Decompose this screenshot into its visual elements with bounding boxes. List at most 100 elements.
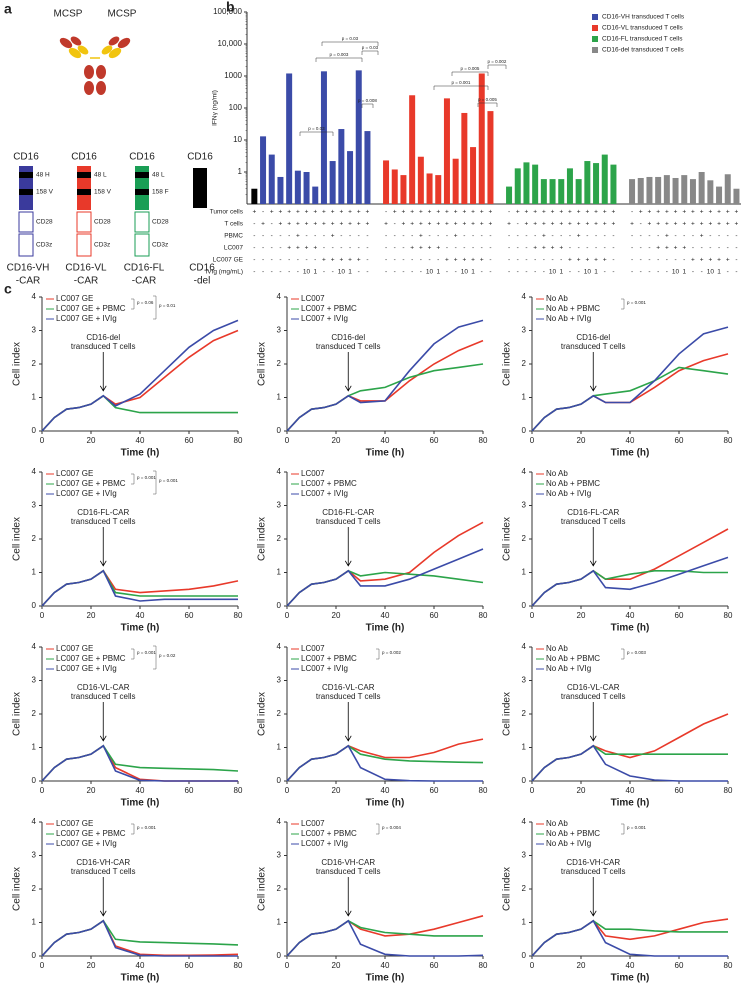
x-tick-label: 60 [675, 611, 684, 620]
y-axis-title: Cell index [12, 692, 23, 736]
y-tick-label: 4 [32, 817, 37, 826]
x-tick-label: 80 [234, 611, 243, 620]
x-tick-label: 80 [724, 611, 733, 620]
table-cell: + [480, 209, 484, 216]
bar [698, 172, 705, 204]
table-cell: - [648, 269, 650, 276]
table-cell: + [559, 209, 563, 216]
line [286, 569, 484, 607]
table-cell: - [297, 269, 299, 276]
table-cell: - [262, 269, 264, 276]
y-tick-label: 0 [522, 426, 527, 435]
legend-label: No Ab + PBMC [546, 654, 600, 663]
p-value: p = 0.001 [137, 475, 156, 480]
p-value: p = 0.001 [627, 825, 646, 830]
legend-label: LC007 + PBMC [301, 479, 357, 488]
x-tick-label: 60 [430, 611, 439, 620]
table-cell: + [339, 257, 343, 264]
table-cell: + [735, 221, 739, 228]
y-tick-label: 2 [522, 359, 527, 368]
x-axis-title: Time (h) [366, 973, 405, 984]
line [531, 569, 728, 607]
legend-label: LC007 + IVIg [301, 314, 348, 323]
line [41, 919, 239, 957]
bar [637, 177, 644, 204]
table-cell: - [481, 233, 483, 240]
bar [681, 175, 688, 204]
line [286, 363, 484, 432]
bar [355, 70, 362, 204]
line [531, 918, 729, 957]
p-value: p = 0.003 [627, 650, 646, 655]
legend-swatch [592, 14, 598, 20]
p-value: p = 0.008 [358, 98, 377, 103]
y-tick-label: 3 [522, 326, 527, 335]
table-cell: - [271, 269, 273, 276]
antibody-icon [59, 36, 131, 95]
table-cell: - [718, 245, 720, 252]
table-cell: - [543, 269, 545, 276]
table-cell: - [517, 269, 519, 276]
y-tick-label: 0 [32, 951, 37, 960]
table-cell: - [595, 233, 597, 240]
table-cell: + [577, 209, 581, 216]
annotation-label: transduced T cells [561, 342, 626, 351]
table-cell: - [323, 269, 325, 276]
y-tick-label: 2 [277, 884, 282, 893]
y-tick-label: 3 [522, 676, 527, 685]
x-axis-title: Time (h) [611, 973, 650, 984]
table-cell: + [665, 245, 669, 252]
x-tick-label: 40 [136, 611, 145, 620]
table-cell: - [385, 209, 387, 216]
significance-bracket [361, 103, 374, 108]
legend-label: LC007 GE [56, 294, 93, 303]
table-cell: 10 [426, 269, 434, 276]
line [531, 366, 729, 432]
y-tick-label: 1 [277, 918, 282, 927]
domain-label: CD3z [94, 242, 110, 249]
y-axis-title: Cell index [12, 342, 23, 386]
arrow [589, 702, 597, 742]
legend-label: No Ab + IVIg [546, 664, 591, 673]
x-tick-label: 0 [285, 611, 290, 620]
table-cell: - [253, 269, 255, 276]
table-cell: - [411, 269, 413, 276]
table-cell: + [348, 209, 352, 216]
line [41, 919, 238, 957]
table-cell: - [508, 245, 510, 252]
annotation-label: CD16-VL-CAR [322, 683, 375, 692]
x-tick-label: 0 [530, 436, 535, 445]
table-cell: - [262, 233, 264, 240]
table-cell: + [708, 209, 712, 216]
x-tick-label: 60 [185, 611, 194, 620]
table-cell: - [674, 233, 676, 240]
y-tick-label: 3 [277, 326, 282, 335]
x-tick-label: 20 [87, 436, 96, 445]
bar [461, 112, 468, 204]
line [531, 919, 728, 957]
domain-stripe [135, 189, 149, 195]
table-cell: - [305, 257, 307, 264]
line [286, 319, 484, 432]
table-cell: - [640, 221, 642, 228]
bar [452, 158, 459, 204]
legend-swatch [592, 36, 598, 42]
table-cell: + [594, 209, 598, 216]
table-cell: + [507, 221, 511, 228]
table-cell: - [517, 233, 519, 240]
table-cell: - [446, 269, 448, 276]
annotation-label: transduced T cells [561, 692, 626, 701]
domain-label: 48 L [94, 172, 107, 179]
annotation-label: CD16-del [86, 333, 120, 342]
legend-label: LC007 GE + PBMC [56, 654, 126, 663]
p-value: p = 0.001 [159, 478, 178, 483]
table-cell: - [428, 233, 430, 240]
table-cell: - [358, 245, 360, 252]
legend-label: No Ab [546, 644, 568, 653]
table-cell: + [454, 233, 458, 240]
x-axis-title: Time (h) [611, 448, 650, 459]
table-cell: + [674, 221, 678, 228]
table-cell: + [270, 209, 274, 216]
table-cell: - [718, 233, 720, 240]
table-cell: + [594, 221, 598, 228]
